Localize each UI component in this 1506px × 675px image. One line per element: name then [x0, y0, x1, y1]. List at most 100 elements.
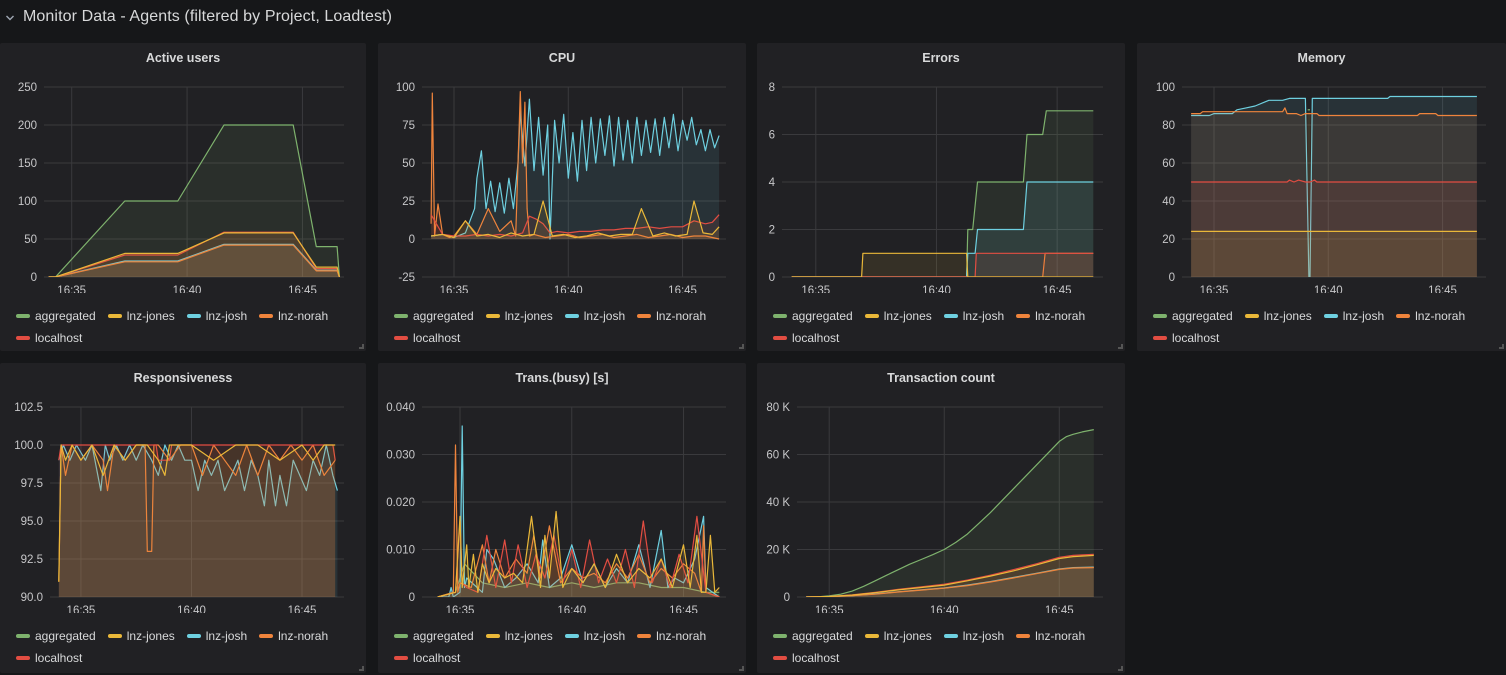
legend-item-lnz-jones[interactable]: lnz-jones	[485, 308, 553, 324]
series-line-lnz-norah[interactable]	[806, 567, 1094, 597]
panel-title[interactable]: Responsiveness	[133, 371, 233, 385]
series-line-lnz-jones[interactable]	[806, 554, 1094, 597]
chart-trans-busy[interactable]: 0 0.010 0.020 0.030 0.040 16:35 16:40 16:45	[378, 363, 746, 613]
panel-errors[interactable]: Errors 0 2 4 6 8 16:35 16:40 16:45 aggregated lnz-…	[757, 43, 1125, 351]
legend-item-lnz-josh[interactable]: lnz-josh	[186, 308, 247, 324]
legend-item-lnz-jones[interactable]: lnz-jones	[864, 308, 932, 324]
series-line-lnz-norah[interactable]	[48, 244, 340, 277]
series-line-lnz-josh[interactable]	[431, 98, 720, 240]
chart-errors[interactable]: 0 2 4 6 8 16:35 16:40 16:45	[757, 43, 1125, 293]
y-tick-label: 80	[1162, 120, 1175, 132]
resize-handle[interactable]	[359, 666, 364, 671]
series-line-lnz-norah[interactable]	[437, 444, 720, 597]
legend-item-lnz-jones[interactable]: lnz-jones	[864, 628, 932, 644]
legend-item-aggregated[interactable]: aggregated	[394, 628, 474, 644]
legend-item-lnz-josh[interactable]: lnz-josh	[943, 308, 1004, 324]
legend-item-aggregated[interactable]: aggregated	[16, 628, 96, 644]
series-line-aggregated[interactable]	[48, 124, 340, 277]
series-line-lnz-jones[interactable]	[431, 200, 720, 239]
series-line-lnz-josh[interactable]	[791, 181, 1094, 277]
resize-handle[interactable]	[1118, 666, 1123, 671]
resize-handle[interactable]	[1499, 344, 1504, 349]
legend-item-lnz-norah[interactable]: lnz-norah	[259, 308, 328, 324]
series-line-lnz-norah[interactable]	[58, 444, 336, 582]
legend-item-lnz-norah[interactable]: lnz-norah	[637, 308, 706, 324]
resize-handle[interactable]	[739, 344, 744, 349]
panel-title[interactable]: Trans.(busy) [s]	[515, 371, 609, 385]
legend-item-lnz-norah[interactable]: lnz-norah	[1016, 628, 1085, 644]
legend-item-lnz-jones[interactable]: lnz-jones	[107, 628, 175, 644]
legend-item-lnz-josh[interactable]: lnz-josh	[1323, 308, 1384, 324]
series-line-lnz-norah[interactable]	[1191, 107, 1477, 117]
legend-item-aggregated[interactable]: aggregated	[773, 628, 853, 644]
legend-item-lnz-norah[interactable]: lnz-norah	[1396, 308, 1465, 324]
legend-item-lnz-norah[interactable]: lnz-norah	[1016, 308, 1085, 324]
series-line-localhost[interactable]	[791, 252, 1094, 277]
chart-cpu[interactable]: -25 0 25 50 75 100 16:35 16:40 16:45	[378, 43, 746, 293]
series-line-localhost[interactable]	[1191, 179, 1477, 183]
legend-item-aggregated[interactable]: aggregated	[16, 308, 96, 324]
legend-item-aggregated[interactable]: aggregated	[394, 308, 474, 324]
resize-handle[interactable]	[739, 666, 744, 671]
resize-handle[interactable]	[359, 344, 364, 349]
panel-transaction-count[interactable]: Transaction count 0 20 K 40 K 60 K 80 K 16:35 1…	[757, 363, 1125, 673]
x-tick-label: 16:45	[288, 285, 317, 293]
legend-swatch	[564, 634, 579, 638]
legend-item-aggregated[interactable]: aggregated	[1153, 308, 1233, 324]
panel-memory[interactable]: Memory 0 20 40 60 80 100 16:35 16:40 16:45 aggrega…	[1137, 43, 1506, 351]
panel-responsiveness[interactable]: Responsiveness 90.0 92.5 95.0 97.5 100.0 102.5…	[0, 363, 366, 673]
y-tick-label: 102.5	[14, 402, 43, 414]
chevron-down-icon[interactable]	[5, 13, 15, 23]
panel-title[interactable]: Active users	[145, 51, 221, 65]
legend-item-localhost[interactable]: localhost	[16, 330, 82, 346]
resize-handle[interactable]	[1118, 344, 1123, 349]
legend-item-lnz-josh[interactable]: lnz-josh	[943, 628, 1004, 644]
legend-item-localhost[interactable]: localhost	[773, 650, 839, 666]
legend-item-lnz-jones[interactable]: lnz-jones	[107, 308, 175, 324]
panel-cpu[interactable]: CPU -25 0 25 50 75 100 16:35 16:40 16:45 aggregate…	[378, 43, 746, 351]
series-line-lnz-josh[interactable]	[1191, 95, 1477, 278]
chart-memory[interactable]: 0 20 40 60 80 100 16:35 16:40 16:45	[1137, 43, 1506, 293]
chart-responsiveness[interactable]: 90.0 92.5 95.0 97.5 100.0 102.5 16:35 16:40 16:4…	[0, 363, 366, 613]
legend-item-lnz-norah[interactable]: lnz-norah	[637, 628, 706, 644]
legend-item-localhost[interactable]: localhost	[394, 330, 460, 346]
row-title: Monitor Data - Agents (filtered by Proje…	[23, 8, 393, 25]
legend-item-aggregated[interactable]: aggregated	[773, 308, 853, 324]
legend-item-lnz-josh[interactable]: lnz-josh	[564, 308, 625, 324]
series-line-aggregated[interactable]	[437, 563, 720, 597]
panel-title[interactable]: Errors	[922, 51, 960, 65]
panel-active-users[interactable]: Active users 0 50 100 150 200 250 16:35 16:40 16:…	[0, 43, 366, 351]
y-tick-label: 20 K	[766, 545, 790, 557]
series-area-lnz-jones	[791, 253, 1094, 277]
legend-item-localhost[interactable]: localhost	[773, 330, 839, 346]
panel-title[interactable]: Transaction count	[887, 371, 995, 385]
panel-title[interactable]: Memory	[1297, 51, 1346, 65]
series-line-lnz-jones[interactable]	[48, 232, 340, 277]
panel-trans-busy[interactable]: Trans.(busy) [s] 0 0.010 0.020 0.030 0.040 16:…	[378, 363, 746, 673]
legend-label: aggregated	[413, 309, 474, 323]
row-header[interactable]: Monitor Data - Agents (filtered by Proje…	[0, 0, 1506, 34]
legend-item-localhost[interactable]: localhost	[1153, 330, 1219, 346]
series-line-lnz-josh[interactable]	[58, 444, 338, 507]
series-line-lnz-jones[interactable]	[58, 444, 336, 582]
series-line-lnz-jones[interactable]	[437, 510, 720, 598]
legend-item-localhost[interactable]: localhost	[394, 650, 460, 666]
series-line-lnz-jones[interactable]	[791, 252, 1094, 277]
chart-active-users[interactable]: 0 50 100 150 200 250 16:35 16:40 16:45	[0, 43, 366, 293]
x-tick-label: 16:40	[173, 285, 202, 293]
legend-item-lnz-jones[interactable]: lnz-jones	[1244, 308, 1312, 324]
series-line-lnz-josh[interactable]	[437, 425, 720, 597]
panel-title[interactable]: CPU	[548, 51, 576, 65]
series-area-lnz-norah	[791, 253, 1094, 277]
legend-item-lnz-norah[interactable]: lnz-norah	[259, 628, 328, 644]
legend-item-lnz-josh[interactable]: lnz-josh	[564, 628, 625, 644]
chart-transaction-count[interactable]: 0 20 K 40 K 60 K 80 K 16:35 16:40 16:45	[757, 363, 1125, 613]
legend-item-localhost[interactable]: localhost	[16, 650, 82, 666]
legend-item-lnz-jones[interactable]: lnz-jones	[485, 628, 553, 644]
legend-item-lnz-josh[interactable]: lnz-josh	[186, 628, 247, 644]
series-line-localhost[interactable]	[58, 444, 336, 461]
series-line-aggregated[interactable]	[806, 429, 1094, 597]
legend-swatch	[1153, 336, 1167, 340]
series-line-aggregated[interactable]	[791, 110, 1094, 277]
legend-label: lnz-jones	[883, 629, 932, 643]
